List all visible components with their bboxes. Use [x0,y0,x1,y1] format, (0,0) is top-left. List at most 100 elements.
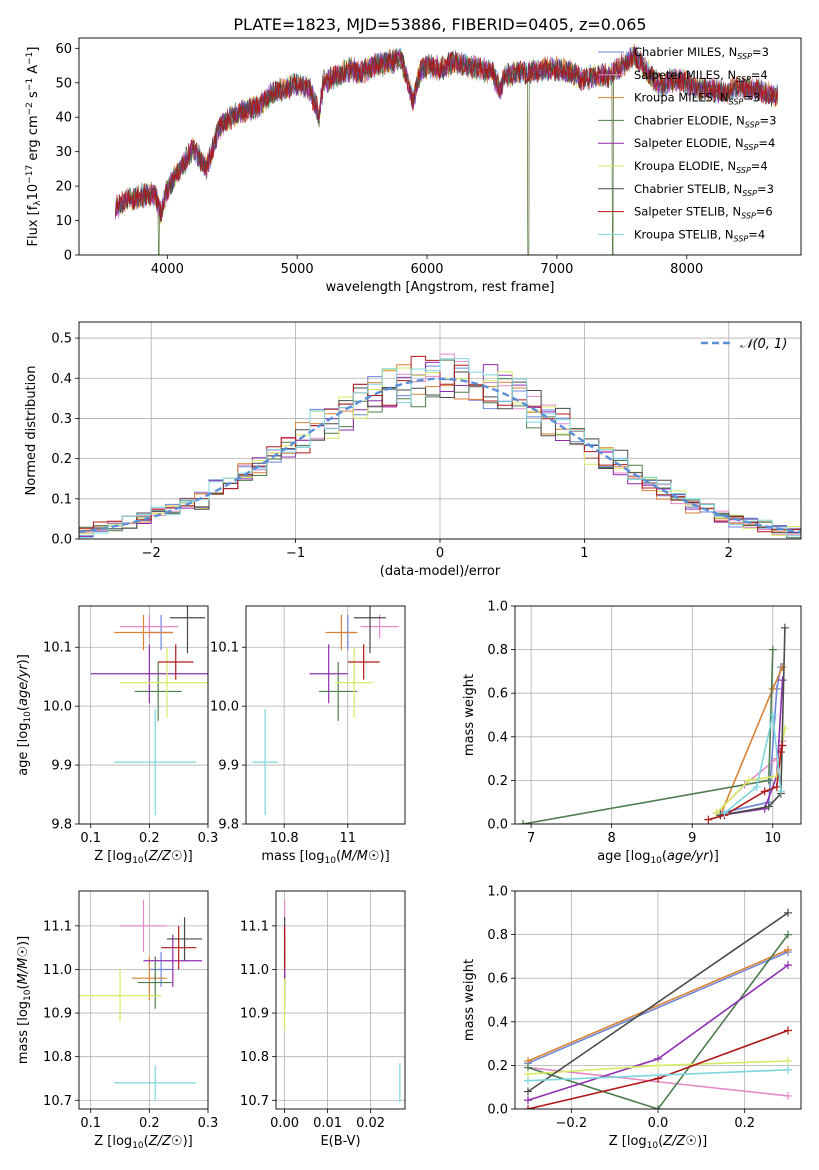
y-tick-label: 1.0 [487,885,508,900]
y-tick-label: 11.1 [43,919,72,934]
weight-marker [524,1096,532,1105]
x-tick-label: 9 [688,831,696,846]
x-axis-label: Z [log10(Z/Z☉)] [94,849,192,866]
x-tick-label: −0.2 [556,1116,588,1131]
y-axis-label: mass weight [462,959,477,1041]
x-tick-label: 0.2 [139,831,160,846]
x-tick-label: 0.01 [313,1116,342,1131]
weight-marker [744,776,753,785]
x-tick-label: 7 [527,831,535,846]
y-tick-label: 10.1 [43,641,72,656]
legend-label: Salpeter ELODIE, NSSP=4 [634,136,775,152]
weight-marker [519,820,528,824]
weight-line-1 [527,951,789,1064]
x-tick-label: 2 [725,546,733,561]
weight-marker [524,1105,532,1109]
y-tick-label: 11.1 [240,919,269,934]
y-tick-label: 0.4 [51,372,72,387]
weight-line-9 [527,1069,789,1082]
y-tick-label: 0.5 [51,332,72,347]
histogram-9 [79,358,801,539]
x-tick-label: 0.02 [356,1116,385,1131]
y-tick-label: 0.2 [487,774,508,789]
weight-line-7 [720,627,786,817]
weight-marker [720,809,729,818]
x-axis-label: wavelength [Angstrom, rest frame] [326,280,555,295]
chart-spectrum: 4000 5000 6000 7000 8000 0 10 20 30 40 50 60 wavelen… [25,37,802,295]
weight-marker [524,1087,532,1096]
weight-marker [784,1057,792,1066]
weight-line-3 [527,949,789,1062]
weight-marker [760,804,769,813]
weight-marker [778,741,787,750]
figure-title: PLATE=1823, MJD=53886, FIBERID=0405, z=0… [233,15,646,34]
weight-marker [524,1076,532,1085]
y-tick-label: 50 [55,76,72,91]
x-tick-label: 0.3 [198,1116,219,1131]
y-tick-label: 1.0 [487,600,508,615]
weight-marker [654,1061,662,1070]
y-tick-label: 0.0 [487,1103,508,1118]
legend-label: Kroupa STELIB, NSSP=4 [634,227,765,243]
x-tick-label: 8000 [670,262,703,277]
x-tick-label: 10 [765,831,782,846]
weight-line-9 [723,714,782,814]
chart-weight-vs-Z: −0.2 0.0 0.2 0.0 0.2 0.4 0.6 0.8 1.0 Z [log10(Z/Z… [462,885,802,1151]
axes-frame [78,890,209,1110]
y-tick-label: 9.9 [218,759,239,774]
y-tick-label: 0.2 [51,452,72,467]
y-tick-label: 10.0 [43,700,72,715]
y-tick-label: 9.8 [51,818,72,833]
y-tick-label: 10.9 [43,1007,72,1022]
weight-marker [778,663,787,672]
y-tick-label: 11.0 [240,963,269,978]
x-axis-label: Z [log10(Z/Z☉)] [94,1134,192,1151]
weight-marker [772,782,781,791]
weight-line-4 [527,934,789,1109]
y-tick-label: 0.3 [51,412,72,427]
y-axis-label: mass weight [462,674,477,756]
chart-mass-vs-Z: 0.1 0.2 0.3 10.7 10.8 10.9 11.0 11.1 Z [log10(Z/… [16,890,219,1151]
y-tick-label: 60 [55,42,72,57]
x-axis-label: (data-model)/error [380,564,501,579]
x-tick-label: 8 [608,831,616,846]
chart-age-vs-mass: 10.8 11 9.8 9.9 10.0 10.1 mass [log10(M/M☉)] [210,605,406,866]
y-tick-label: 20 [55,180,72,195]
x-tick-label: 0.2 [734,1116,755,1131]
chart-mass-vs-EBV: 0.00 0.01 0.02 10.7 10.8 10.9 11.0 11.1 E(B-V) [240,890,406,1149]
weight-line-7 [527,912,789,1093]
x-tick-label: 10.8 [270,831,299,846]
weight-marker [752,782,761,791]
weight-marker [778,676,787,685]
y-tick-label: 10.8 [43,1050,72,1065]
x-tick-label: 0.00 [270,1116,299,1131]
spectrum-legend: Chabrier MILES, NSSP=3 Salpeter MILES, NS… [598,45,776,243]
weight-marker [776,787,785,796]
y-tick-label: 0.6 [487,972,508,987]
weight-marker [780,623,789,632]
y-tick-label: 0.0 [487,818,508,833]
legend-label: Salpeter MILES, NSSP=4 [634,68,768,84]
y-tick-label: 10.9 [240,1007,269,1022]
legend-label: 𝒩(0, 1) [740,337,787,352]
y-tick-label: 0.8 [487,643,508,658]
axes-frame [78,321,802,540]
y-tick-label: 10.7 [43,1094,72,1109]
weight-marker [764,802,773,811]
y-axis-label: age [log10(age/yr)] [16,654,33,776]
legend-label: Salpeter STELIB, NSSP=6 [634,205,773,221]
x-axis-label: mass [log10(M/M☉)] [261,849,389,866]
x-tick-label: 7000 [540,262,573,277]
axes-frame [245,605,406,825]
chart-weight-vs-age: 7 8 9 10 0.0 0.2 0.4 0.6 0.8 1.0 age [log10(age/yr… [462,600,802,866]
x-tick-label: 0.1 [80,1116,101,1131]
x-tick-label: 4000 [151,262,184,277]
x-tick-label: 11 [339,831,356,846]
y-tick-label: 0.8 [487,928,508,943]
weight-marker [712,809,721,818]
x-tick-label: 1 [580,546,588,561]
axes-frame [78,37,802,256]
y-tick-label: 10.7 [240,1094,269,1109]
legend-label: Chabrier STELIB, NSSP=3 [634,182,774,198]
